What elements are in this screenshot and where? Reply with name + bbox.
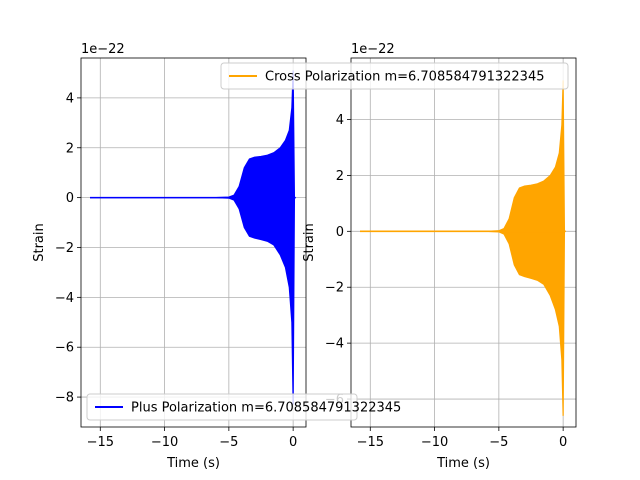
y-tick-label: −2: [325, 281, 344, 296]
y-offset-text: 1e−22: [81, 42, 125, 57]
x-tick-label: 0: [289, 435, 297, 450]
legend-2: Cross Polarization m=6.708584791322345: [220, 62, 569, 90]
legend-entry-label: Cross Polarization m=6.708584791322345: [265, 70, 544, 85]
subplot-1: −15 −10 −5 0 −8 −6 −4 −2 0 2 4 1e−22 Time (s) Strain: [32, 42, 307, 471]
axes-frame: [80, 57, 307, 428]
legend-entry-label: Plus Polarization m=6.708584791322345: [131, 401, 401, 416]
x-tick-label: −5: [219, 435, 238, 450]
series-1-waveform: [360, 80, 566, 416]
y-offset-text: 1e−22: [351, 42, 395, 57]
y-tick-label: 4: [336, 113, 344, 128]
y-tick-label: −4: [325, 337, 344, 352]
x-tick-label: −15: [87, 435, 114, 450]
legend-box: [86, 393, 358, 421]
y-tick-label: 2: [66, 141, 74, 156]
y-tick-label: 0: [66, 191, 74, 206]
y-tick-label: −4: [55, 291, 74, 306]
x-tick-label: −10: [421, 435, 448, 450]
y-tick-label: 4: [66, 91, 74, 106]
x-axis-label: Time (s): [436, 456, 490, 471]
series-1-waveform: [90, 70, 296, 405]
x-tick-label: 0: [559, 435, 567, 450]
x-tick-label: −10: [151, 435, 178, 450]
y-tick-label: −2: [55, 241, 74, 256]
y-axis-label: Strain: [302, 223, 317, 262]
axes-frame: [350, 57, 577, 428]
y-tick-label: −8: [55, 391, 74, 406]
x-tick-label: −15: [357, 435, 384, 450]
legend-box: [220, 62, 569, 90]
x-tick-label: −5: [489, 435, 508, 450]
y-tick-label: −6: [55, 341, 74, 356]
y-axis-label: Strain: [32, 223, 47, 262]
y-tick-label: 0: [336, 225, 344, 240]
x-axis-label: Time (s): [166, 456, 220, 471]
y-tick-label: 2: [336, 169, 344, 184]
legend-1: Plus Polarization m=6.708584791322345: [86, 393, 401, 421]
